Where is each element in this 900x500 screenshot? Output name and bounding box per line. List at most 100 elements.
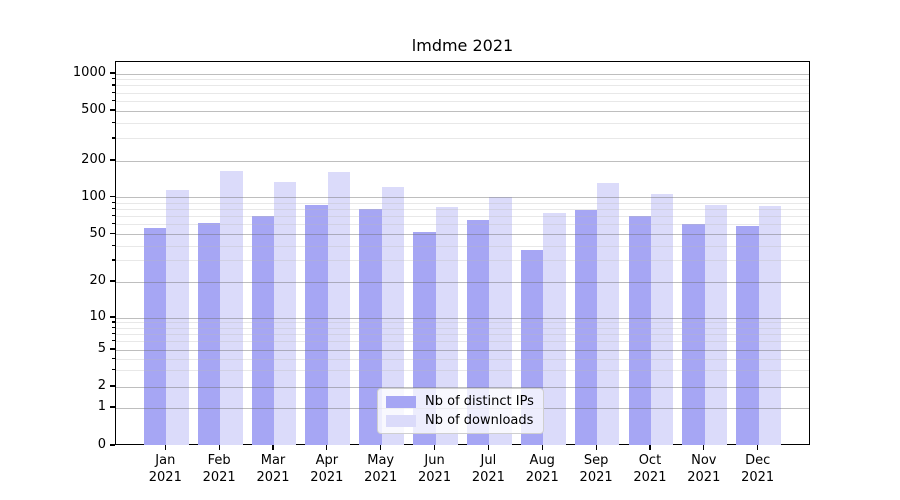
gridline-minor-60 — [116, 224, 809, 226]
bar-downloads-may — [381, 187, 405, 445]
legend-item-distinct-ips: Nb of distinct IPs — [386, 394, 534, 409]
gridline-minor-400 — [116, 122, 809, 124]
gridline-major-10 — [116, 317, 809, 319]
bar-ips-feb — [197, 223, 221, 445]
legend: Nb of distinct IPs Nb of downloads — [377, 388, 544, 434]
y-tick-100 — [110, 195, 115, 198]
x-tick-label-jan: Jan 2021 — [148, 453, 182, 485]
x-tick-label-sep: Sep 2021 — [579, 453, 613, 485]
y-minor-tick-7 — [112, 332, 115, 335]
gridline-minor-800 — [116, 85, 809, 87]
gridline-minor-90 — [116, 202, 809, 204]
y-minor-tick-400 — [112, 121, 115, 123]
x-tick-label-feb: Feb 2021 — [202, 453, 236, 485]
y-minor-tick-300 — [112, 137, 115, 139]
y-minor-tick-700 — [112, 91, 115, 93]
gridline-major-500 — [116, 110, 809, 112]
gridline-minor-8 — [116, 327, 809, 329]
x-tick-dec — [757, 445, 759, 450]
gridline-minor-3 — [116, 370, 809, 372]
bar-ips-sep — [574, 210, 598, 445]
bar-downloads-mar — [274, 182, 297, 445]
y-tick-label-200: 200 — [81, 152, 106, 167]
y-minor-tick-600 — [112, 99, 115, 101]
gridline-major-5 — [116, 349, 809, 351]
y-minor-tick-4 — [112, 357, 115, 359]
bar-ips-apr — [305, 204, 328, 445]
bar-downloads-sep — [597, 182, 620, 445]
y-tick-label-100: 100 — [81, 188, 106, 204]
x-tick-jun — [433, 445, 436, 450]
x-tick-label-dec: Dec 2021 — [741, 453, 775, 485]
gridline-minor-900 — [116, 79, 809, 81]
bar-downloads-oct — [650, 193, 674, 445]
gridline-minor-300 — [116, 138, 809, 140]
y-tick-5 — [110, 348, 115, 350]
y-minor-tick-80 — [112, 207, 115, 210]
bar-downloads-nov — [704, 204, 728, 445]
x-tick-label-may: May 2021 — [364, 453, 398, 485]
gridline-major-50 — [116, 234, 809, 235]
bar-downloads-apr — [327, 171, 351, 445]
bar-ips-oct — [628, 215, 651, 445]
x-tick-nov — [703, 445, 705, 450]
bar-ips-nov — [682, 223, 705, 445]
x-tick-jul — [487, 445, 489, 450]
gridline-minor-70 — [116, 216, 809, 218]
bar-ips-dec — [736, 225, 759, 445]
x-tick-oct — [649, 445, 651, 450]
gridline-minor-6 — [116, 341, 809, 343]
gridline-minor-80 — [116, 208, 809, 210]
y-minor-tick-6 — [112, 340, 115, 342]
x-tick-label-jul: Jul 2021 — [471, 453, 505, 485]
x-tick-aug — [541, 445, 543, 450]
y-tick-2 — [110, 385, 115, 387]
y-tick-label-50: 50 — [89, 225, 106, 241]
x-tick-sep — [595, 445, 597, 450]
bar-downloads-aug — [543, 212, 566, 445]
y-tick-label-500: 500 — [81, 102, 106, 117]
x-tick-label-apr: Apr 2021 — [310, 453, 344, 485]
gridline-minor-700 — [116, 92, 809, 94]
gridline-minor-4 — [116, 358, 809, 360]
gridline-minor-40 — [116, 245, 809, 247]
y-tick-label-1000: 1000 — [72, 65, 106, 80]
x-tick-label-jun: Jun 2021 — [418, 453, 452, 485]
gridline-major-200 — [116, 160, 809, 162]
y-minor-tick-70 — [112, 215, 115, 217]
bar-downloads-dec — [758, 206, 782, 445]
y-tick-500 — [110, 109, 115, 111]
gridline-major-20 — [116, 281, 809, 283]
bar-downloads-jan — [166, 189, 189, 445]
x-tick-apr — [326, 445, 328, 450]
legend-item-downloads: Nb of downloads — [386, 413, 534, 428]
bar-ips-jan — [143, 227, 167, 445]
legend-label-distinct-ips: Nb of distinct IPs — [425, 394, 534, 409]
y-minor-tick-9 — [112, 321, 115, 323]
y-minor-tick-60 — [112, 223, 115, 225]
bar-downloads-jul — [489, 196, 512, 445]
y-tick-label-0: 0 — [97, 437, 106, 452]
y-tick-10 — [110, 316, 115, 318]
bar-ips-may — [359, 209, 382, 445]
y-minor-tick-30 — [112, 259, 115, 261]
gridline-major-2 — [116, 386, 809, 388]
y-tick-label-2: 2 — [97, 378, 106, 393]
y-tick-label-20: 20 — [89, 273, 106, 288]
x-tick-label-mar: Mar 2021 — [256, 453, 290, 485]
gridline-minor-600 — [116, 100, 809, 102]
y-tick-label-5: 5 — [97, 341, 106, 356]
y-tick-200 — [110, 159, 115, 161]
y-tick-label-1: 1 — [97, 399, 106, 414]
bar-downloads-feb — [220, 171, 243, 445]
y-minor-tick-3 — [112, 369, 115, 371]
legend-label-downloads: Nb of downloads — [425, 413, 534, 428]
legend-swatch-distinct-ips — [386, 395, 416, 408]
y-minor-tick-90 — [112, 201, 115, 203]
y-minor-tick-40 — [112, 244, 115, 246]
gridline-major-1000 — [116, 73, 809, 75]
x-tick-may — [380, 445, 382, 450]
gridline-major-100 — [116, 197, 809, 198]
bar-downloads-jun — [435, 206, 458, 445]
